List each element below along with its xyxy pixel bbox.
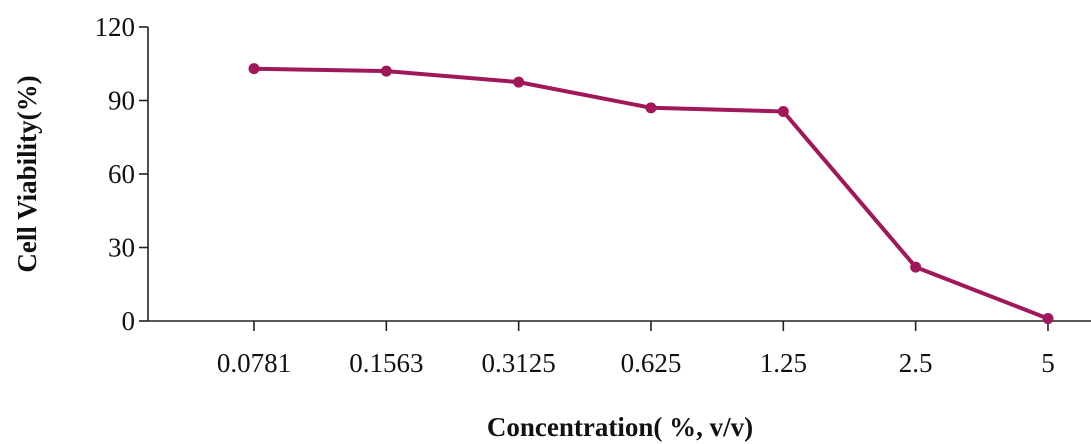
data-point xyxy=(1042,313,1054,325)
y-tick-label: 90 xyxy=(108,86,135,116)
y-axis-title: Cell Viability(%) xyxy=(12,75,42,272)
x-tick-label: 0.625 xyxy=(621,348,682,378)
x-tick-label: 5 xyxy=(1041,348,1055,378)
x-tick-label: 0.1563 xyxy=(349,348,423,378)
data-point xyxy=(513,76,525,88)
data-point xyxy=(645,102,657,114)
data-point xyxy=(910,261,922,273)
y-tick-label: 0 xyxy=(122,306,136,336)
x-tick-label: 0.0781 xyxy=(217,348,291,378)
x-axis: 0.0781 0.1563 0.3125 0.625 1.25 2.5 5 xyxy=(148,320,1091,378)
y-tick-label: 120 xyxy=(95,12,136,42)
y-tick-label: 30 xyxy=(108,233,135,263)
y-axis: 0 30 60 90 120 xyxy=(95,12,149,336)
x-axis-title: Concentration( %, v/v) xyxy=(487,412,753,442)
data-point xyxy=(380,65,392,77)
data-point xyxy=(777,106,789,118)
y-tick-label: 60 xyxy=(108,159,135,189)
data-point xyxy=(248,63,260,75)
x-tick-label: 2.5 xyxy=(899,348,933,378)
x-tick-label: 1.25 xyxy=(760,348,807,378)
x-tick-label: 0.3125 xyxy=(482,348,556,378)
series-layer xyxy=(248,63,1054,325)
